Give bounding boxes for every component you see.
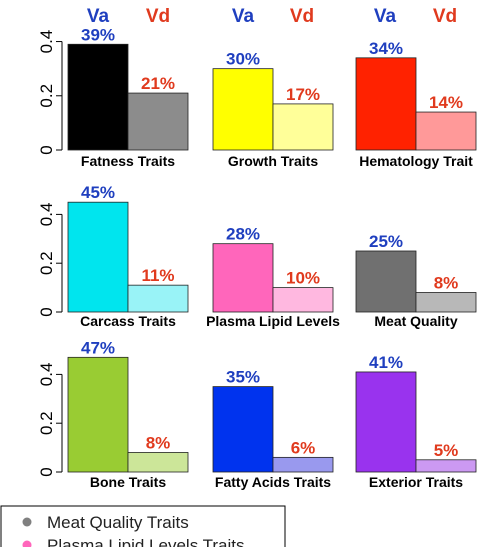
panel-4-y-tick-label: 0.4 [37,203,56,227]
panel-1-y-tick-label: 0.4 [37,30,56,54]
panel-8-x-label: Fatty Acids Traits [215,474,331,490]
panel-9-bar-vd [415,459,477,473]
header-vd-col1: Vd [146,6,170,27]
legend-marker-plasma-lipid [22,540,32,547]
panel-2-label-va: 30% [226,50,260,69]
panel-6-label-va: 25% [369,232,403,251]
panel-4-label-vd: 11% [141,266,174,285]
panel-9-label-va: 41% [369,353,403,372]
panel-6-label-vd: 8% [434,273,459,292]
panel-6-bar-va [355,250,417,313]
panel-7-bar-va [67,356,129,473]
panel-3-label-va: 34% [369,39,403,58]
panel-2-label-vd: 17% [286,85,320,104]
panel-4-bar-vd [127,284,189,313]
panel-2-bar-va [212,68,274,151]
panel-4-label-va: 45% [81,183,115,202]
panel-8-bar-vd [272,456,334,473]
column-headers: Va Vd Va Vd Va Vd [87,6,457,27]
panel-8-label-va: 35% [226,368,260,387]
panel-4-x-label: Carcass Traits [80,313,176,329]
panel-1-bar-va [67,43,129,151]
panel-8-label-vd: 6% [291,438,316,457]
chart-panels: 39% 21% 0 0.2 0.4 Fatness Traits 30% 17% Growth … [37,25,477,490]
panel-7-bar-vd [127,452,189,473]
panel-6-x-label: Meat Quality [374,313,457,329]
header-va-col1: Va [87,6,110,27]
panel-2-x-label: Growth Traits [228,153,318,169]
panel-7-label-vd: 8% [146,433,171,452]
panel-4-y-tick-label: 0 [37,307,56,316]
panel-7-x-label: Bone Traits [90,474,166,490]
panel-1-x-label: Fatness Traits [81,153,175,169]
panel-3-bar-vd [415,111,477,151]
panel-5-bar-va [212,243,274,313]
panel-7-y-tick-label: 0.4 [37,363,56,387]
panel-7-label-va: 47% [81,338,115,357]
panel-3-label-vd: 14% [429,93,463,112]
panel-1-label-va: 39% [81,25,115,44]
panel-3-x-label: Hematology Trait [359,153,473,169]
panel-5-label-vd: 10% [286,269,320,288]
legend-label-meat-quality: Meat Quality Traits [47,513,189,532]
panel-5-label-va: 28% [226,225,260,244]
header-va-col3: Va [374,6,397,27]
panel-9-bar-va [355,371,417,473]
panel-2-bar-vd [272,103,334,151]
panel-4-bar-va [67,201,129,313]
legend-marker-meat-quality [22,517,32,527]
panel-8-bar-va [212,386,274,473]
panel-9-label-vd: 5% [434,441,459,460]
panel-1-y-tick-label: 0 [37,145,56,154]
panel-7-y-tick-label: 0 [37,467,56,476]
panel-6-bar-vd [415,292,477,313]
legend-label-plasma-lipid: Plasma Lipid Levels Traits [47,536,244,547]
legend-box [0,505,286,547]
header-va-col2: Va [232,6,255,27]
panel-7-y-tick-label: 0.2 [37,411,56,435]
panel-4-y-tick-label: 0.2 [37,251,56,275]
panel-3-bar-va [355,57,417,151]
header-vd-col3: Vd [433,6,457,27]
panel-1-bar-vd [127,92,189,151]
panel-1-y-tick-label: 0.2 [37,84,56,108]
panel-5-x-label: Plasma Lipid Levels [206,313,340,329]
panel-9-x-label: Exterior Traits [369,474,463,490]
panel-1-label-vd: 21% [141,74,175,93]
header-vd-col2: Vd [290,6,314,27]
panel-5-bar-vd [272,287,334,313]
legend: Meat Quality Traits Plasma Lipid Levels … [0,505,286,547]
